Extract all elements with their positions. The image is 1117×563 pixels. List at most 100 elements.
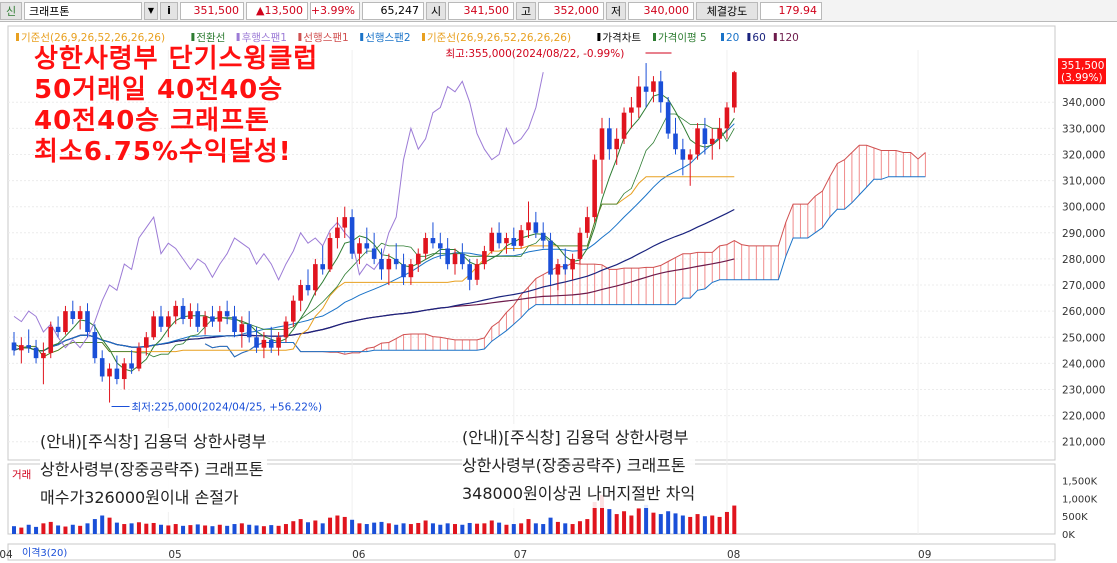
volume-axis-label: 0K: [1062, 530, 1075, 541]
volume-bar: [70, 524, 75, 534]
legend-item: 전환선: [196, 32, 225, 44]
candle-body: [342, 217, 348, 228]
market-tag[interactable]: 신: [0, 1, 22, 20]
candle-body: [261, 339, 267, 348]
candle-body: [173, 305, 178, 317]
volume-bar: [85, 523, 90, 534]
volume-bar: [401, 523, 406, 534]
candle-body: [239, 324, 245, 333]
volume-bar: [482, 523, 487, 534]
volume-bar: [702, 516, 707, 534]
legend-item: 20: [726, 32, 739, 44]
candle-body: [629, 107, 634, 113]
volume-bar: [342, 516, 347, 534]
volume-bar: [298, 519, 303, 534]
volume-bar: [548, 517, 553, 534]
legend-item: 60: [752, 32, 765, 44]
stock-name-field[interactable]: 크래프톤: [24, 1, 142, 20]
price-change-pct: +3.99%: [310, 1, 360, 20]
leading-span-2: [204, 176, 926, 358]
volume-bar: [504, 524, 509, 534]
volume-bar: [210, 526, 215, 534]
candle-body: [511, 238, 517, 246]
candle-body: [129, 363, 134, 369]
notice-right-line-1: (안내)[주식창] 김용덕 상한사령부: [462, 424, 696, 452]
month-label: 07: [514, 549, 527, 561]
volume-bar: [41, 523, 46, 534]
candle-body: [121, 363, 127, 380]
high-annotation: 최고:355,000(2024/08/22, -0.99%): [446, 48, 625, 60]
candle-body: [210, 316, 215, 322]
legend-item: 기준선(26,9,26,52,26,26,26): [427, 32, 571, 44]
notice-right-line-3: 348000원이상권 나머지절반 차익: [462, 480, 696, 508]
candle-body: [680, 149, 686, 160]
month-label: 08: [727, 549, 740, 561]
candle-body: [335, 227, 340, 239]
volume-bar: [151, 522, 156, 534]
volume-bar: [254, 525, 259, 534]
price-axis-label: 210,000: [1062, 437, 1105, 449]
candle-body: [386, 258, 392, 270]
volume-bar: [12, 526, 16, 534]
candle-body: [224, 311, 230, 317]
legend-swatch: [773, 33, 777, 41]
candle-body: [55, 326, 61, 333]
volume-bar: [511, 524, 516, 534]
candle-body: [26, 345, 31, 348]
legend-swatch: [360, 33, 364, 41]
volume-bar: [48, 521, 53, 534]
volume-bar: [269, 525, 274, 534]
current-price: 351,500: [180, 1, 244, 20]
volume-bar: [195, 524, 200, 534]
info-button[interactable]: i: [160, 1, 178, 20]
candle-body: [548, 240, 553, 275]
volume-bar: [100, 515, 105, 534]
candle-body: [107, 368, 112, 377]
volume-bar: [453, 524, 457, 534]
headline-line-1: 상한사령부 단기스윙클럽: [34, 44, 319, 74]
candle-body: [562, 264, 568, 270]
current-pct-label: (3.99%): [1061, 72, 1103, 84]
volume-bar: [519, 523, 524, 534]
candle-body: [166, 316, 171, 327]
legend-item: 기준선(26,9,26,52,26,26,26): [21, 32, 165, 44]
candle-body: [555, 264, 561, 275]
candle-body: [11, 342, 17, 351]
candle-body: [732, 72, 737, 108]
volume-bar: [577, 521, 582, 534]
volume-bar: [717, 516, 722, 534]
candle-body: [151, 316, 156, 338]
volume-bar: [335, 515, 340, 534]
candle-body: [592, 159, 597, 218]
volume-bar: [364, 524, 369, 534]
volume-panel-label: 거래: [12, 469, 31, 481]
headline-line-2: 50거래일 40전40승: [34, 75, 284, 105]
candle-body: [41, 352, 46, 359]
notice-left: (안내)[주식창] 김용덕 상한사령부 상한사령부(장중공략주) 크래프톤 매수…: [40, 428, 267, 512]
candle-body: [305, 285, 311, 291]
volume-bar: [732, 505, 737, 534]
price-chart[interactable]: 기준선(26,9,26,52,26,26,26) 전환선 후행스팬1 선행스팬1 선행스…: [0, 22, 1117, 563]
current-price-label: 351,500: [1061, 60, 1104, 72]
volume-bar: [673, 513, 678, 534]
price-panel: [7, 25, 1056, 461]
chevron-down-icon[interactable]: ▼: [144, 1, 158, 20]
candle-body: [232, 316, 237, 333]
candle-body: [283, 321, 289, 338]
candle-body: [327, 238, 333, 270]
volume-bar: [467, 522, 472, 534]
volume-bar: [114, 522, 119, 534]
candle-body: [268, 339, 274, 348]
price-axis-label: 280,000: [1062, 254, 1105, 266]
candle-body: [482, 251, 487, 265]
volume-bar: [695, 514, 700, 534]
candle-body: [445, 248, 450, 265]
candle-body: [438, 243, 443, 249]
volume-bar: [63, 526, 68, 534]
headline-block: 상한사령부 단기스윙클럽 50거래일 40전40승 40전40승 크래프톤 최소…: [34, 44, 318, 168]
volume-bar: [600, 494, 604, 534]
volume-bar: [430, 523, 435, 534]
volume-bar: [283, 524, 288, 534]
notice-left-line-2: 상한사령부(장중공략주) 크래프톤: [40, 456, 267, 484]
volume-bar: [217, 524, 222, 534]
